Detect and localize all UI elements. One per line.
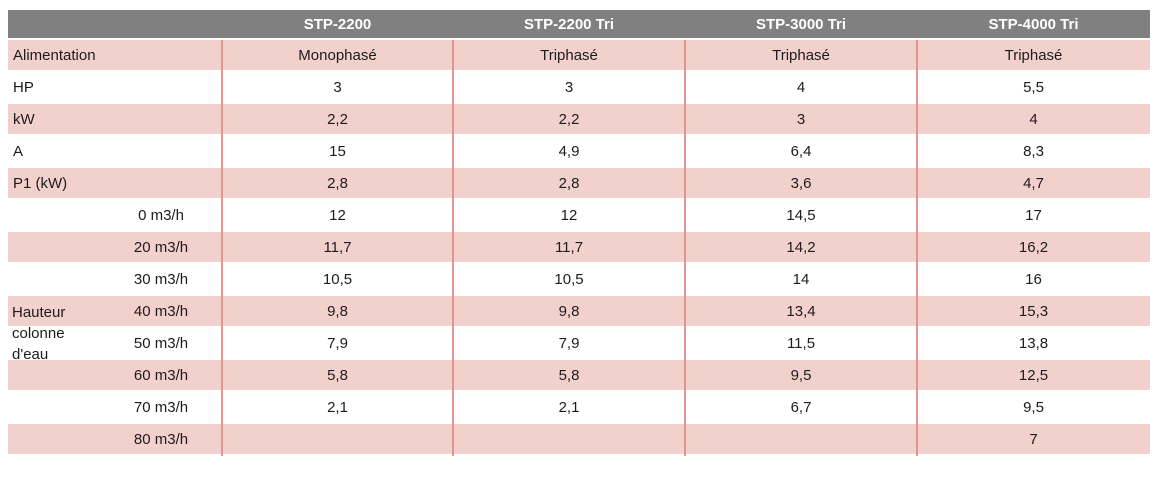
spec-value: 8,3 — [1023, 142, 1044, 160]
header-cell-product: STP-2200 Tri — [523, 15, 615, 33]
group-spacer — [8, 360, 100, 390]
spec-value: 2,8 — [558, 174, 580, 192]
flow-value — [222, 424, 453, 454]
flow-value: 11,7 — [453, 232, 685, 262]
spec-value: 3,6 — [790, 174, 812, 192]
spec-value: 2,2 — [558, 110, 580, 128]
spec-value: 4 — [1029, 110, 1038, 128]
group-spacer — [8, 232, 100, 262]
flow-value: 12 — [329, 206, 346, 224]
header-cell-empty — [8, 10, 222, 38]
spec-value: 3 — [333, 78, 342, 96]
spec-value: 2,8 — [327, 174, 348, 192]
spec-table: STP-2200 STP-2200 Tri STP-3000 Tri STP-4… — [8, 10, 1150, 456]
flow-value: 16 — [1025, 270, 1042, 288]
spec-value: 4,7 — [1023, 174, 1044, 192]
flow-label: 80 m3/h — [100, 424, 222, 454]
flow-value: 15,3 — [917, 296, 1150, 326]
flow-label: 0 m3/h — [138, 206, 184, 224]
table-row: 60 m3/h 5,8 5,8 9,5 12,5 — [8, 360, 1150, 390]
flow-value: 13,8 — [1018, 334, 1049, 352]
flow-value — [685, 424, 917, 454]
flow-value: 6,7 — [790, 398, 812, 416]
header-cell-product: STP-4000 Tri — [988, 15, 1079, 33]
flow-value: 14 — [792, 270, 810, 288]
group-spacer — [8, 392, 100, 422]
flow-value: 16,2 — [917, 232, 1150, 262]
flow-value: 9,5 — [685, 360, 917, 390]
flow-value: 9,5 — [1023, 398, 1044, 416]
spec-value: Monophasé — [298, 46, 377, 64]
table-row: 20 m3/h 11,7 11,7 14,2 16,2 — [8, 232, 1150, 262]
table-row: kW 2,2 2,2 3 4 — [8, 104, 1150, 134]
group-spacer — [8, 424, 100, 454]
flow-label: 50 m3/h — [133, 334, 189, 352]
flow-value: 10,5 — [554, 270, 584, 288]
group-spacer — [8, 200, 100, 230]
flow-value: 11,7 — [222, 232, 453, 262]
flow-value: 10,5 — [322, 270, 353, 288]
table-row: 40 m3/h 9,8 9,8 13,4 15,3 — [8, 296, 1150, 326]
flow-value: 14,5 — [786, 206, 816, 224]
spec-value: 3 — [796, 110, 806, 128]
table-row: A 15 4,9 6,4 8,3 — [8, 136, 1150, 166]
spec-value: Triphasé — [772, 46, 830, 64]
flow-value: 7,9 — [327, 334, 348, 352]
flow-value: 13,4 — [685, 296, 917, 326]
flow-value: 5,8 — [453, 360, 685, 390]
flow-value: 9,8 — [453, 296, 685, 326]
table-row: 0 m3/h 12 12 14,5 17 — [8, 200, 1150, 230]
spec-value: 5,5 — [1023, 78, 1044, 96]
flow-value: 5,8 — [222, 360, 453, 390]
header-cell-product: STP-3000 Tri — [755, 15, 847, 33]
table-header-row: STP-2200 STP-2200 Tri STP-3000 Tri STP-4… — [8, 10, 1150, 38]
flow-label: 60 m3/h — [100, 360, 222, 390]
spec-value: Triphasé — [540, 46, 598, 64]
spec-label: HP — [13, 78, 34, 96]
spec-value: 4,9 — [558, 142, 580, 160]
flow-label: 40 m3/h — [100, 296, 222, 326]
spec-label: P1 (kW) — [13, 174, 68, 192]
flow-value: 7 — [917, 424, 1150, 454]
flow-value: 2,1 — [558, 398, 580, 416]
flow-value: 11,5 — [786, 334, 816, 352]
flow-label: 70 m3/h — [133, 398, 189, 416]
table-row: Alimentation Monophasé Triphasé Triphasé… — [8, 40, 1150, 70]
flow-value: 17 — [1025, 206, 1042, 224]
flow-value — [453, 424, 685, 454]
group-spacer — [8, 296, 100, 326]
flow-group-label: Hauteur colonne d'eau — [12, 304, 66, 363]
spec-value: 4 — [796, 78, 806, 96]
group-spacer — [8, 264, 100, 294]
flow-label: 30 m3/h — [133, 270, 189, 288]
flow-value: 12 — [560, 206, 578, 224]
flow-value: 2,1 — [327, 398, 348, 416]
table-row: 70 m3/h 2,1 2,1 6,7 9,5 — [8, 392, 1150, 422]
spec-value: 2,2 — [327, 110, 348, 128]
table-row: 30 m3/h 10,5 10,5 14 16 — [8, 264, 1150, 294]
spec-value: 3 — [564, 78, 574, 96]
flow-label: 20 m3/h — [100, 232, 222, 262]
table-row: P1 (kW) 2,8 2,8 3,6 4,7 — [8, 168, 1150, 198]
table-row: 80 m3/h 7 — [8, 424, 1150, 454]
header-cell-product: STP-2200 — [303, 15, 372, 33]
flow-value: 14,2 — [685, 232, 917, 262]
spec-label: kW — [13, 110, 35, 128]
flow-value: 12,5 — [917, 360, 1150, 390]
flow-value: 9,8 — [222, 296, 453, 326]
flow-value: 7,9 — [558, 334, 580, 352]
table-row: HP 3 3 4 5,5 — [8, 72, 1150, 102]
spec-value: 15 — [329, 142, 346, 160]
spec-label: A — [13, 142, 24, 160]
spec-label: Alimentation — [13, 46, 96, 64]
table-row: 50 m3/h 7,9 7,9 11,5 13,8 — [8, 328, 1150, 358]
spec-value: Triphasé — [1004, 46, 1063, 64]
spec-value: 6,4 — [790, 142, 812, 160]
